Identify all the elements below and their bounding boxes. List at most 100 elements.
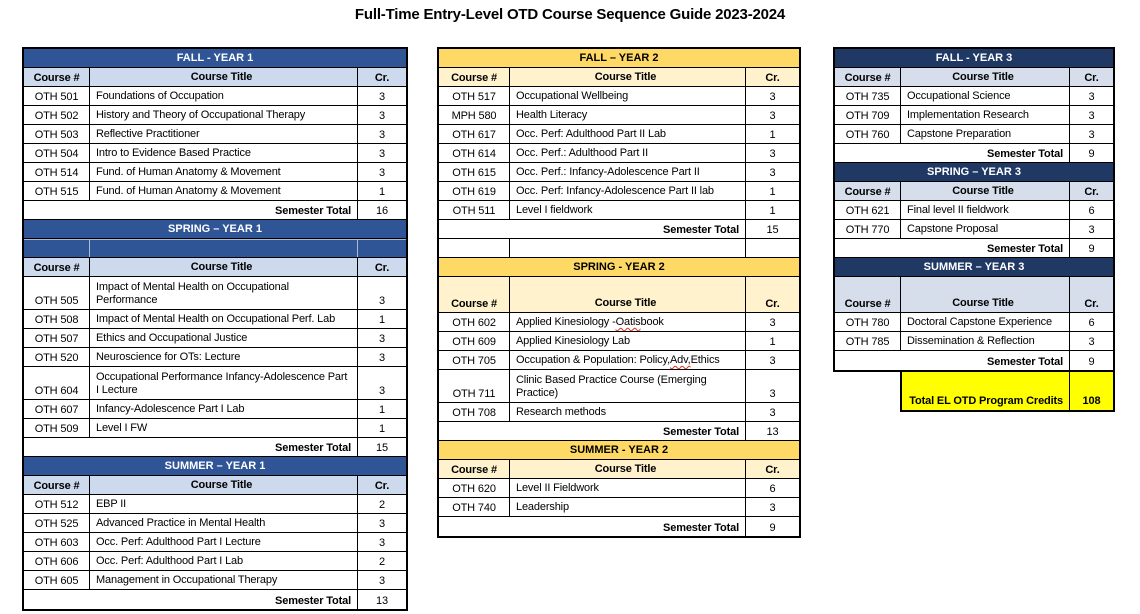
course-number: OTH 505 (24, 277, 90, 309)
course-credits: 3 (769, 91, 776, 103)
course-number (24, 239, 90, 257)
course-title: Ethics and Occupational Justice (90, 329, 358, 347)
course-credits (358, 239, 406, 257)
section-header-spring-year-3: SPRING – YEAR 3 (835, 163, 1113, 182)
column-header-course-title: Course Title (510, 68, 746, 86)
section-header-fall-year-1: FALL - YEAR 1 (24, 49, 406, 68)
semester-total-row: Semester Total 13 (24, 590, 406, 609)
course-row: OTH 621 Final level II fieldwork 6 (835, 201, 1113, 220)
course-number: OTH 520 (24, 348, 90, 366)
course-row: OTH 517 Occupational Wellbeing 3 (439, 87, 799, 106)
semester-total-row: Semester Total 15 (24, 438, 406, 457)
course-title: Final level II fieldwork (901, 201, 1070, 219)
semester-total-value: 15 (766, 224, 779, 236)
course-row: OTH 609 Applied Kinesiology Lab 1 (439, 332, 799, 351)
semester-table-year3: FALL - YEAR 3 Course # Course Title Cr. OTH … (833, 47, 1115, 412)
misspelled-word: Oatis (615, 316, 641, 328)
course-title: Occ. Perf: Infancy-Adolescence Part II l… (510, 182, 746, 200)
course-row: MPH 580 Health Literacy 3 (439, 106, 799, 125)
course-title: Occupational Wellbeing (510, 87, 746, 105)
course-row: OTH 602 Applied Kinesiology - Oatis book 3 (439, 313, 799, 332)
column-header-course-title: Course Title (90, 68, 358, 86)
section-header-spacer-row (24, 239, 406, 258)
course-title: Foundations of Occupation (90, 87, 358, 105)
course-title: Level II Fieldwork (510, 479, 746, 497)
section-header-summer-year-1: SUMMER – YEAR 1 (24, 457, 406, 476)
course-number: OTH 609 (439, 332, 510, 350)
course-row: OTH 615 Occ. Perf.: Infancy-Adolescence P… (439, 163, 799, 182)
course-number: OTH 709 (835, 106, 901, 124)
course-number: OTH 605 (24, 571, 90, 589)
column-header-course-number: Course # (835, 68, 901, 86)
course-number: OTH 785 (835, 332, 901, 350)
course-title: Infancy-Adolescence Part I Lab (90, 400, 358, 418)
course-credits: 3 (769, 407, 776, 419)
course-row: OTH 515 Fund. of Human Anatomy & Movement… (24, 182, 406, 201)
course-credits: 3 (769, 110, 776, 122)
course-title: Fund. of Human Anatomy & Movement (90, 182, 358, 200)
semester-total-value: 13 (766, 426, 779, 438)
course-credits: 1 (769, 205, 776, 217)
course-number: OTH 619 (439, 182, 510, 200)
course-credits: 3 (769, 317, 776, 329)
column-header-row: Course # Course Title Cr. (439, 460, 799, 479)
course-credits: 3 (769, 167, 776, 179)
column-header-course-title: Course Title (901, 182, 1070, 200)
column-header-course-number: Course # (835, 182, 901, 200)
course-title: Doctoral Capstone Experience (901, 313, 1070, 331)
column-header-course-number: Course # (439, 460, 510, 478)
semester-total-label: Semester Total (439, 422, 746, 440)
course-credits: 6 (1088, 317, 1095, 329)
course-credits: 3 (1088, 224, 1095, 236)
course-number: OTH 705 (439, 351, 510, 369)
semester-total-value: 9 (1088, 148, 1095, 160)
column-header-course-number: Course # (24, 476, 90, 494)
column-header-row: Course # Course Title Cr. (835, 68, 1113, 87)
course-credits: 3 (379, 518, 385, 530)
course-number: OTH 604 (24, 367, 90, 399)
column-header-row: Course # Course Title Cr. (835, 277, 1113, 313)
course-number: OTH 502 (24, 106, 90, 124)
course-row: OTH 512 EBP II 2 (24, 495, 406, 514)
course-credits: 3 (379, 295, 385, 307)
course-row: OTH 770 Capstone Proposal 3 (835, 220, 1113, 239)
course-number: OTH 620 (439, 479, 510, 497)
semester-total-value: 16 (376, 205, 388, 217)
column-header-course-title: Course Title (90, 258, 358, 276)
course-row: OTH 504 Intro to Evidence Based Practice 3 (24, 144, 406, 163)
semester-total-label: Semester Total (24, 201, 358, 219)
course-row: OTH 760 Capstone Preparation 3 (835, 125, 1113, 144)
course-title: Level I fieldwork (510, 201, 746, 219)
semester-total-row: Semester Total 16 (24, 201, 406, 220)
program-total-row: Total EL OTD Program Credits 108 (833, 372, 1115, 412)
course-title: Management in Occupational Therapy (90, 571, 358, 589)
course-credits: 2 (379, 556, 385, 568)
course-title: Capstone Preparation (901, 125, 1070, 143)
course-row: OTH 604 Occupational Performance Infancy-… (24, 367, 406, 400)
course-title (510, 239, 746, 257)
course-credits (746, 239, 799, 257)
section-header-fall-year-3: FALL - YEAR 3 (835, 49, 1113, 68)
section-header-spring-year-2: SPRING - YEAR 2 (439, 258, 799, 277)
semester-total-row: Semester Total 9 (439, 517, 799, 536)
column-header-row: Course # Course Title Cr. (439, 277, 799, 313)
course-number: OTH 607 (24, 400, 90, 418)
course-number: OTH 614 (439, 144, 510, 162)
semester-total-value: 13 (376, 595, 388, 607)
section-header-spring-year-1: SPRING – YEAR 1 (24, 220, 406, 239)
course-credits: 3 (379, 129, 385, 141)
course-credits: 3 (1088, 129, 1095, 141)
course-credits: 3 (379, 110, 385, 122)
column-header-credits: Cr. (765, 298, 780, 310)
semester-total-row: Semester Total 13 (439, 422, 799, 441)
course-row: OTH 711 Clinic Based Practice Course (Eme… (439, 370, 799, 403)
course-number: OTH 760 (835, 125, 901, 143)
course-row: OTH 520 Neuroscience for OTs: Lecture 3 (24, 348, 406, 367)
course-credits: 1 (769, 186, 776, 198)
course-title: Occ. Perf: Adulthood Part I Lab (90, 552, 358, 570)
course-row: OTH 508 Impact of Mental Health on Occupa… (24, 310, 406, 329)
semester-grid-year2: FALL – YEAR 2 Course # Course Title Cr. OTH … (437, 47, 801, 538)
course-number: OTH 603 (24, 533, 90, 551)
course-number: OTH 525 (24, 514, 90, 532)
course-title: Impact of Mental Health on Occupational … (90, 277, 358, 309)
